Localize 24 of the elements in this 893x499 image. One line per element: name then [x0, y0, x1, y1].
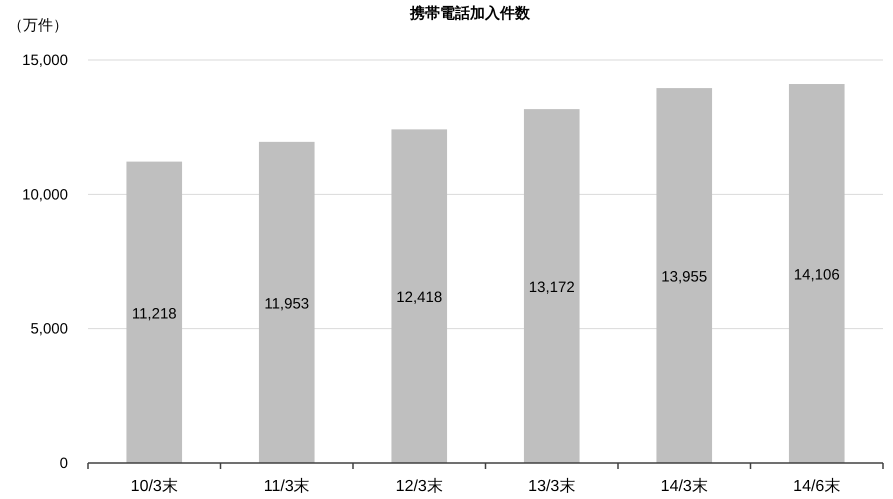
- data-label: 13,955: [661, 268, 708, 286]
- bar: [656, 88, 712, 463]
- data-label: 12,418: [396, 289, 442, 306]
- y-tick-label: 10,000: [22, 186, 68, 204]
- data-label: 13,172: [528, 279, 575, 296]
- x-tick-label: 10/3末: [130, 477, 178, 495]
- y-tick-label: 15,000: [22, 52, 68, 69]
- x-tick-label: 14/3末: [660, 477, 708, 495]
- bar: [258, 142, 315, 463]
- data-label: 14,106: [794, 266, 840, 284]
- y-tick-label: 0: [60, 455, 68, 472]
- bar: [391, 129, 448, 463]
- bar: [788, 84, 845, 463]
- x-tick-label: 12/3末: [396, 477, 443, 495]
- y-tick-label: 5,000: [30, 320, 68, 338]
- bar: [126, 162, 182, 463]
- data-label: 11,218: [132, 305, 177, 322]
- x-tick-label: 14/6末: [793, 477, 840, 495]
- x-tick-label: 13/3末: [528, 477, 576, 495]
- chart-title: 携帯電話加入件数: [409, 5, 531, 22]
- y-axis-title: （万件）: [8, 17, 68, 34]
- x-tick-label: 11/3末: [264, 477, 310, 495]
- bar: [524, 109, 580, 463]
- data-label: 11,953: [264, 295, 310, 312]
